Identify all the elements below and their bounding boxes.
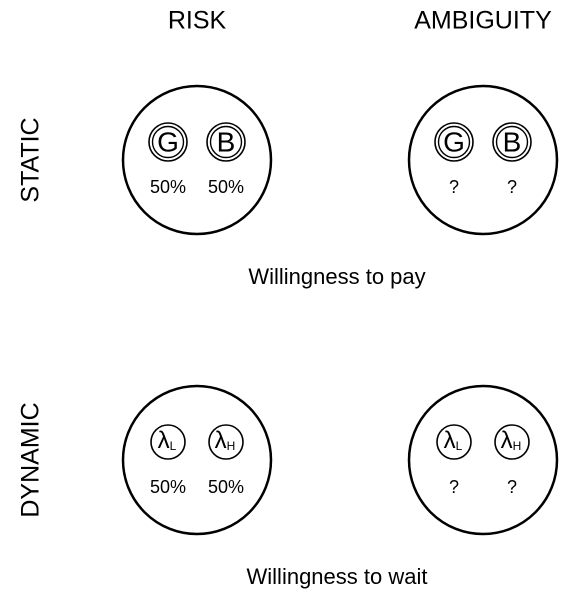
state-circle [206, 122, 246, 162]
probability: ? [449, 177, 459, 197]
outcome-circle [407, 84, 559, 236]
state-circle-inner [209, 125, 243, 159]
state-circle [150, 424, 186, 460]
probability: 50% [208, 177, 244, 197]
state-circle-inner [151, 125, 185, 159]
state-symbol: B [503, 126, 522, 157]
outcome-circle [121, 84, 273, 236]
row-label: DYNAMIC [17, 402, 45, 517]
probability: 50% [150, 177, 186, 197]
subscript: L [456, 439, 463, 453]
state-symbol: G [157, 126, 179, 157]
symbol: λ [158, 427, 170, 454]
state-symbol: λL [158, 427, 177, 454]
state-circle [434, 122, 474, 162]
caption: Willingness to wait [247, 564, 428, 589]
state-circle [208, 424, 244, 460]
symbol: λ [501, 427, 513, 454]
subscript: H [513, 439, 522, 453]
state-circle [148, 122, 188, 162]
state-circle-inner [495, 125, 529, 159]
probability: 50% [150, 477, 186, 497]
state-symbol: B [217, 126, 236, 157]
probability: 50% [208, 477, 244, 497]
symbol: λ [215, 427, 227, 454]
outcome-circle [121, 384, 273, 536]
probability: ? [507, 477, 517, 497]
caption: Willingness to pay [248, 264, 425, 289]
column-header: RISK [168, 7, 227, 35]
row-label: STATIC [17, 117, 45, 202]
column-header: AMBIGUITY [414, 7, 552, 35]
state-symbol: λH [501, 427, 522, 454]
probability: ? [507, 177, 517, 197]
state-circle [494, 424, 530, 460]
symbol: λ [444, 427, 456, 454]
state-circle-inner [437, 125, 471, 159]
state-circle [436, 424, 472, 460]
state-symbol: λH [215, 427, 236, 454]
outcome-circle [407, 384, 559, 536]
state-circle [492, 122, 532, 162]
state-symbol: G [443, 126, 465, 157]
probability: ? [449, 477, 459, 497]
subscript: L [170, 439, 177, 453]
state-symbol: λL [444, 427, 463, 454]
subscript: H [227, 439, 236, 453]
